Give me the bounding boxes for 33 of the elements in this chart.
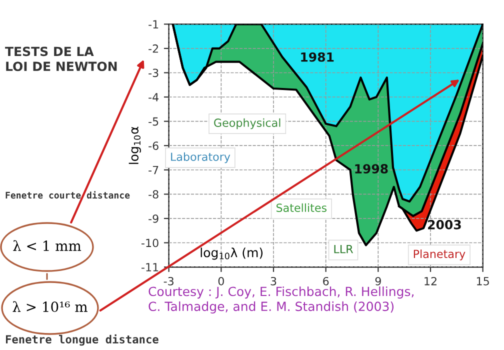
- text: Courtesy : J. Coy, E. Fischbach, R. Hellings, C. Talmadge, and E. M. Standish (2003): [148, 286, 414, 314]
- y-tick-label: -6: [148, 142, 158, 150]
- y-tick-label: -7: [148, 166, 158, 174]
- y-tick-label: -4: [148, 93, 158, 102]
- y-tick-label: -3: [148, 68, 158, 78]
- y-tick-label: -5: [148, 117, 158, 126]
- x-tick-label: 15: [476, 277, 489, 286]
- y-axis-title: log$_{10}$α: [128, 126, 141, 164]
- y-tick-label: -1: [148, 20, 158, 28]
- y-tick-label: -2: [148, 44, 158, 53]
- x-tick-label: 9: [375, 276, 381, 286]
- annotation: Geophysical: [214, 118, 280, 130]
- x-axis-title: log$_{10}$λ (m): [200, 248, 263, 260]
- x-tick-label: 3: [270, 276, 276, 286]
- y-tick-label: -10: [142, 238, 158, 248]
- annotation: Planetary: [414, 250, 466, 260]
- annotation: LLR: [334, 245, 354, 254]
- text: TESTS DE LA LOI DE NEWTON: [5, 46, 117, 72]
- y-tick-label: -11: [142, 263, 158, 272]
- y-tick-label: -8: [148, 190, 158, 199]
- x-tick-label: 6: [323, 276, 329, 286]
- annotation: Satellites: [276, 203, 327, 212]
- text: λ > 10¹⁶ m: [12, 301, 88, 312]
- series-label: 1981: [301, 52, 334, 62]
- series-label: 2003: [428, 220, 461, 230]
- annotation: Laboratory: [171, 152, 230, 164]
- y-tick-label: -9: [148, 214, 158, 223]
- text: Fenetre courte distance: [6, 191, 130, 199]
- x-tick-label: 0: [218, 276, 224, 286]
- text: λ < 1 mm: [13, 240, 82, 251]
- text: Fenetre longue distance: [6, 334, 158, 346]
- x-tick-label: 12: [424, 276, 436, 286]
- x-tick-label: -3: [164, 276, 174, 286]
